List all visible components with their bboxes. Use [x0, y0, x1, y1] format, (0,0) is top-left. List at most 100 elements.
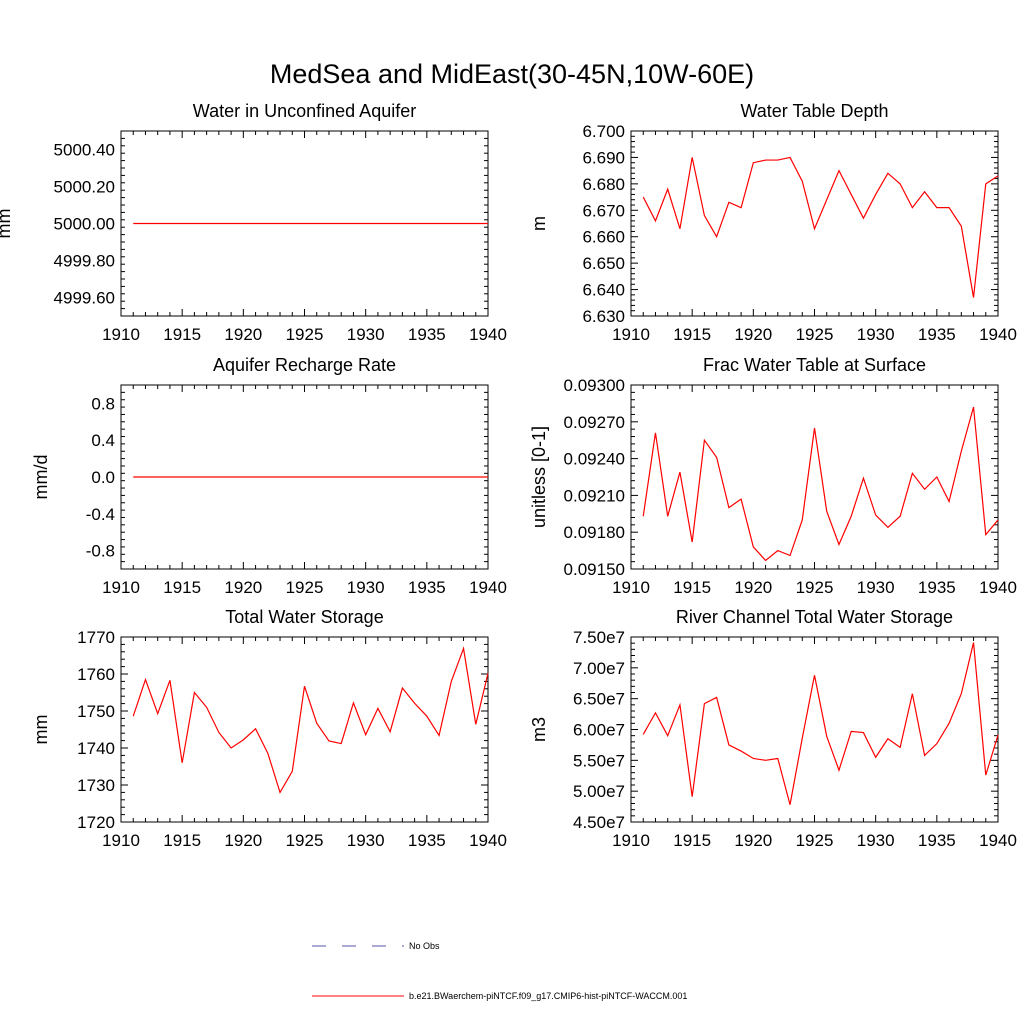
- x-tick-label: 1925: [286, 325, 324, 344]
- y-tick-label: 1720: [77, 813, 115, 832]
- y-tick-label: 0.09150: [564, 560, 625, 579]
- y-tick-label: 6.660: [582, 228, 625, 247]
- y-tick-label: 0.09300: [564, 376, 625, 395]
- legend: No Obs b.e21.BWaerchem-piNTCF.f09_g17.CM…: [312, 941, 687, 1001]
- panel-title-water-table-depth: Water Table Depth: [740, 101, 888, 121]
- x-tick-label: 1935: [408, 578, 446, 597]
- x-tick-label: 1915: [673, 831, 711, 850]
- y-tick-label: 1730: [77, 776, 115, 795]
- x-tick-label: 1910: [102, 831, 140, 850]
- figure-title: MedSea and MidEast(30-45N,10W-60E): [270, 59, 754, 89]
- x-tick-label: 1930: [857, 831, 895, 850]
- y-tick-label: 6.630: [582, 307, 625, 326]
- x-tick-label: 1925: [796, 578, 834, 597]
- panel-title-river-channel-total-water-storage: River Channel Total Water Storage: [676, 607, 953, 627]
- x-tick-label: 1940: [469, 831, 507, 850]
- panel-total-water-storage: Total Water Storage 1910 1915 1920 1925 1930 1…: [31, 607, 507, 850]
- y-tick-label: 1750: [77, 702, 115, 721]
- x-tick-label: 1925: [286, 831, 324, 850]
- x-tick-label: 1935: [408, 325, 446, 344]
- y-tick-label: 0.0: [91, 468, 115, 487]
- panel-title-water-in-unconfined-aquifer: Water in Unconfined Aquifer: [193, 101, 416, 121]
- y-tick-label: 6.670: [582, 201, 625, 220]
- y-tick-label: 1770: [77, 628, 115, 647]
- y-tick-label: 1740: [77, 739, 115, 758]
- x-tick-label: 1920: [734, 578, 772, 597]
- y-axis-label-frac-water-table-at-surface: unitless [0-1]: [529, 426, 549, 528]
- panel-title-frac-water-table-at-surface: Frac Water Table at Surface: [703, 355, 926, 375]
- x-tick-label: 1915: [673, 325, 711, 344]
- x-tick-label: 1935: [918, 578, 956, 597]
- y-tick-label: 0.09270: [564, 413, 625, 432]
- y-tick-label: 5.50e7: [573, 751, 625, 770]
- y-tick-label: 4999.60: [54, 289, 115, 308]
- x-tick-label: 1910: [612, 831, 650, 850]
- x-tick-label: 1940: [979, 578, 1017, 597]
- plot-frame-total-water-storage: [120, 636, 489, 823]
- y-tick-label: 0.8: [91, 394, 115, 413]
- plot-frame-frac-water-table-at-surface: [630, 384, 999, 570]
- x-tick-label: 1935: [918, 325, 956, 344]
- y-tick-label: 4999.80: [54, 252, 115, 271]
- panel-water-table-depth: Water Table Depth 1910 1915 1920 1925 1930 193…: [529, 101, 1017, 344]
- x-tick-label: 1915: [673, 578, 711, 597]
- y-tick-label: 1760: [77, 665, 115, 684]
- y-tick-label: 6.640: [582, 281, 625, 300]
- y-tick-label: -0.4: [86, 505, 115, 524]
- x-tick-label: 1910: [612, 325, 650, 344]
- x-tick-label: 1920: [224, 578, 262, 597]
- plot-frame-river-channel-total-water-storage: [630, 636, 999, 823]
- x-tick-label: 1930: [347, 325, 385, 344]
- y-axis-label-aquifer-recharge-rate: mm/d: [31, 455, 51, 500]
- x-tick-label: 1920: [734, 325, 772, 344]
- plot-frame-water-table-depth: [630, 130, 999, 317]
- y-tick-label: 0.09180: [564, 523, 625, 542]
- x-tick-label: 1940: [979, 325, 1017, 344]
- x-tick-label: 1910: [102, 578, 140, 597]
- x-tick-label: 1935: [408, 831, 446, 850]
- series-line-river-channel-total-water-storage: [642, 642, 999, 805]
- y-tick-label: 4.50e7: [573, 813, 625, 832]
- y-axis-label-total-water-storage: mm: [31, 715, 51, 745]
- panel-river-channel-total-water-storage: River Channel Total Water Storage 1910 191…: [529, 607, 1017, 850]
- y-tick-label: 0.4: [91, 431, 115, 450]
- x-tick-label: 1930: [857, 325, 895, 344]
- y-tick-label: 6.690: [582, 148, 625, 167]
- series-line-water-table-depth: [642, 156, 999, 298]
- y-tick-label: 7.50e7: [573, 628, 625, 647]
- y-tick-label: 6.700: [582, 122, 625, 141]
- y-tick-label: 5000.20: [54, 178, 115, 197]
- x-tick-label: 1915: [163, 325, 201, 344]
- y-tick-label: -0.8: [86, 542, 115, 561]
- panel-water-in-unconfined-aquifer: Water in Unconfined Aquifer 1910 1915 1920 1…: [0, 101, 507, 344]
- x-tick-label: 1930: [857, 578, 895, 597]
- panels-group: Water in Unconfined Aquifer 1910 1915 1920 1…: [0, 101, 1017, 850]
- panel-aquifer-recharge-rate: Aquifer Recharge Rate 1910 1915 1920 1925 193…: [31, 355, 507, 597]
- y-tick-label: 7.00e7: [573, 659, 625, 678]
- y-tick-label: 6.680: [582, 175, 625, 194]
- x-tick-label: 1915: [163, 578, 201, 597]
- y-tick-label: 6.00e7: [573, 721, 625, 740]
- panel-title-total-water-storage: Total Water Storage: [225, 607, 383, 627]
- x-tick-label: 1935: [918, 831, 956, 850]
- y-tick-label: 0.09240: [564, 450, 625, 469]
- x-tick-label: 1930: [347, 578, 385, 597]
- series-line-frac-water-table-at-surface: [642, 406, 999, 562]
- x-tick-label: 1910: [612, 578, 650, 597]
- panel-title-aquifer-recharge-rate: Aquifer Recharge Rate: [213, 355, 396, 375]
- y-axis-label-water-in-unconfined-aquifer: mm: [0, 209, 14, 239]
- x-tick-label: 1920: [734, 831, 772, 850]
- y-tick-label: 6.50e7: [573, 690, 625, 709]
- y-tick-label: 6.650: [582, 254, 625, 273]
- panel-frac-water-table-at-surface: Frac Water Table at Surface 1910 1915 1920 1…: [529, 355, 1017, 597]
- x-tick-label: 1910: [102, 325, 140, 344]
- x-tick-label: 1940: [469, 578, 507, 597]
- legend-label-no-obs: No Obs: [409, 941, 440, 951]
- y-axis-label-water-table-depth: m: [529, 216, 549, 231]
- y-tick-label: 0.09210: [564, 486, 625, 505]
- x-tick-label: 1925: [796, 831, 834, 850]
- x-tick-label: 1920: [224, 831, 262, 850]
- x-tick-label: 1915: [163, 831, 201, 850]
- x-tick-label: 1930: [347, 831, 385, 850]
